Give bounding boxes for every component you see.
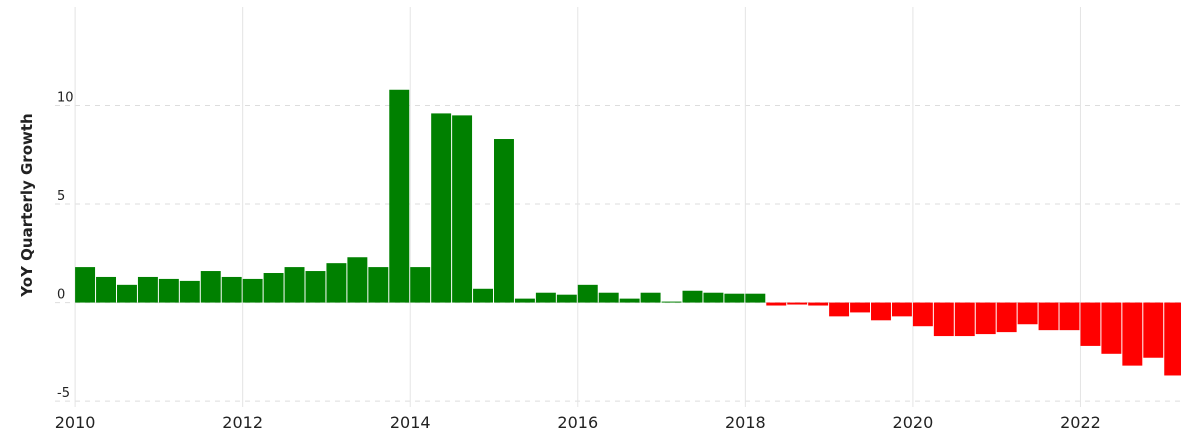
bar xyxy=(1080,302,1101,346)
bar xyxy=(912,302,933,327)
bar xyxy=(96,276,116,303)
bar xyxy=(452,115,473,303)
bar xyxy=(200,271,221,303)
bar xyxy=(1122,302,1143,366)
bar xyxy=(766,302,787,306)
bar xyxy=(577,284,598,303)
y-tick-label: 10 xyxy=(57,91,74,106)
bar xyxy=(263,273,284,303)
bar xyxy=(326,263,347,303)
x-tick-label: 2022 xyxy=(1060,413,1101,432)
x-tick-label: 2020 xyxy=(893,413,934,432)
x-tick-label: 2012 xyxy=(222,413,263,432)
bar xyxy=(75,267,96,303)
bar xyxy=(158,278,179,303)
bar xyxy=(954,302,975,337)
bar xyxy=(410,267,431,303)
bar xyxy=(116,284,137,303)
bar xyxy=(829,302,850,317)
bar xyxy=(619,298,640,303)
bar xyxy=(724,293,745,303)
bar xyxy=(682,290,703,303)
bar xyxy=(473,288,494,303)
bar xyxy=(933,302,954,337)
bar xyxy=(808,302,829,306)
bar xyxy=(347,257,368,303)
bar xyxy=(640,292,661,303)
bar xyxy=(179,280,200,303)
bar xyxy=(431,113,452,303)
bar xyxy=(703,292,724,303)
bar xyxy=(787,302,808,305)
bar xyxy=(535,292,556,303)
bar xyxy=(1038,302,1059,331)
bar xyxy=(514,298,535,303)
bar xyxy=(891,302,912,317)
y-tick-label: 5 xyxy=(57,189,65,204)
bar xyxy=(242,278,263,303)
y-axis-label: YoY Quarterly Growth xyxy=(18,113,36,297)
x-tick-label: 2010 xyxy=(55,413,96,432)
x-tick-label: 2014 xyxy=(390,413,431,432)
bar xyxy=(850,302,871,313)
bar xyxy=(745,293,766,303)
bar xyxy=(1143,302,1164,358)
y-tick-label: 0 xyxy=(57,288,65,303)
bar xyxy=(137,276,158,303)
bar xyxy=(598,292,619,303)
bar xyxy=(1101,302,1122,354)
bar xyxy=(494,139,514,303)
bar xyxy=(871,302,891,321)
bar xyxy=(305,271,326,303)
bar xyxy=(996,302,1017,333)
bar xyxy=(1164,302,1181,376)
bar xyxy=(221,276,242,303)
x-tick-label: 2018 xyxy=(725,413,766,432)
y-tick-label: -5 xyxy=(57,386,70,401)
bar xyxy=(368,267,389,303)
bar xyxy=(661,301,682,303)
bar xyxy=(1059,302,1080,331)
x-tick-label: 2016 xyxy=(557,413,598,432)
bar xyxy=(389,89,410,303)
bar xyxy=(284,267,305,303)
bar xyxy=(975,302,996,335)
bar xyxy=(1017,302,1038,325)
bar xyxy=(556,294,577,303)
